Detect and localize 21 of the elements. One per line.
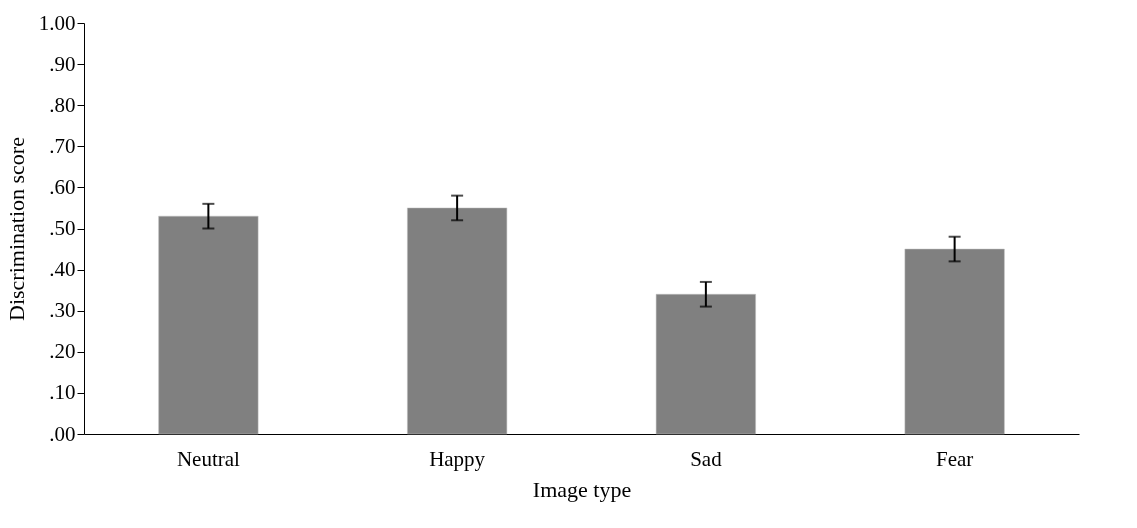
y-tick-label: .30 bbox=[49, 298, 76, 323]
bar bbox=[407, 207, 508, 435]
y-tick-label: .90 bbox=[49, 51, 76, 76]
y-tick-label: .60 bbox=[49, 174, 76, 199]
y-tick-label: .50 bbox=[49, 216, 76, 240]
x-tick-label: Neutral bbox=[176, 446, 241, 471]
x-axis-title: Image type bbox=[532, 476, 632, 502]
bar bbox=[655, 294, 756, 435]
y-tick-label: .80 bbox=[49, 92, 76, 117]
y-tick-label: .20 bbox=[49, 339, 76, 364]
bar bbox=[158, 215, 259, 435]
y-tick-label: .00 bbox=[49, 421, 76, 446]
y-tick-label: 1.00 bbox=[38, 10, 76, 35]
y-axis-title: Discrimination score bbox=[3, 137, 29, 321]
bar bbox=[904, 248, 1005, 435]
x-tick-label: Happy bbox=[429, 446, 486, 471]
y-tick-label: .40 bbox=[49, 257, 76, 282]
y-tick-label: .10 bbox=[49, 380, 76, 405]
y-tick-label: .70 bbox=[49, 133, 76, 158]
x-tick-label: Fear bbox=[935, 446, 974, 471]
x-tick-label: Sad bbox=[690, 446, 723, 471]
